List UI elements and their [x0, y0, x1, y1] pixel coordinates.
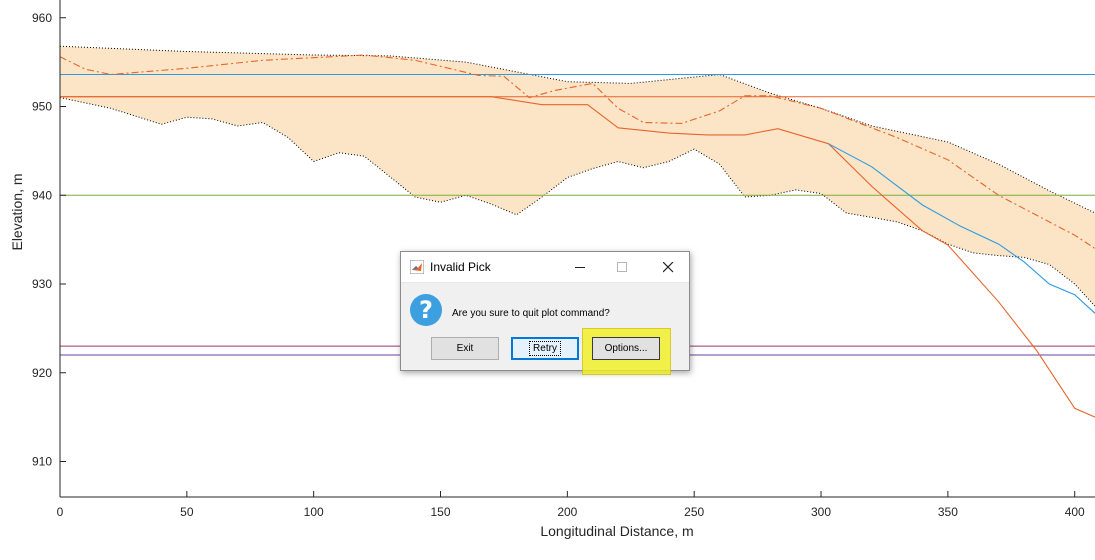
- series-line-2: [60, 96, 1095, 418]
- y-tick-label: 940: [32, 188, 52, 202]
- x-tick-label: 200: [557, 505, 577, 519]
- close-icon: [662, 261, 673, 272]
- maximize-icon: [616, 261, 627, 272]
- x-tick-label: 400: [1065, 505, 1085, 519]
- x-tick-label: 350: [938, 505, 958, 519]
- uncertainty-band: [60, 46, 1095, 307]
- x-tick-label: 250: [684, 505, 704, 519]
- invalid-pick-dialog: Invalid Pick ? Are you sure to quit plot…: [400, 251, 690, 375]
- maximize-button[interactable]: [601, 252, 643, 282]
- x-tick-label: 150: [430, 505, 450, 519]
- y-tick-label: 910: [32, 455, 52, 469]
- minimize-button[interactable]: [559, 252, 601, 282]
- y-tick-label: 960: [32, 11, 52, 25]
- dialog-title: Invalid Pick: [430, 260, 491, 274]
- y-tick-label: 920: [32, 366, 52, 380]
- minimize-icon: [574, 266, 585, 268]
- options-button[interactable]: Options...: [592, 337, 660, 360]
- series-line-1: [59, 54, 1095, 249]
- series-line-3: [828, 143, 1095, 314]
- x-tick-label: 0: [57, 505, 64, 519]
- dialog-message: Are you sure to quit plot command?: [452, 308, 610, 319]
- x-tick-label: 300: [811, 505, 831, 519]
- band-upper-bound: [59, 45, 1095, 214]
- y-tick-label: 930: [32, 277, 52, 291]
- retry-button-label: Retry: [529, 341, 561, 356]
- x-tick-label: 50: [180, 505, 194, 519]
- question-icon: ?: [410, 294, 442, 326]
- x-tick-label: 100: [304, 505, 324, 519]
- x-axis-label: Longitudinal Distance, m: [540, 523, 693, 539]
- matlab-app-icon: [410, 260, 424, 274]
- retry-button[interactable]: Retry: [511, 337, 579, 360]
- y-tick-label: 950: [32, 100, 52, 114]
- y-axis-label: Elevation, m: [9, 173, 25, 250]
- close-button[interactable]: [647, 252, 689, 282]
- exit-button[interactable]: Exit: [431, 337, 499, 360]
- dialog-titlebar[interactable]: Invalid Pick: [401, 252, 689, 283]
